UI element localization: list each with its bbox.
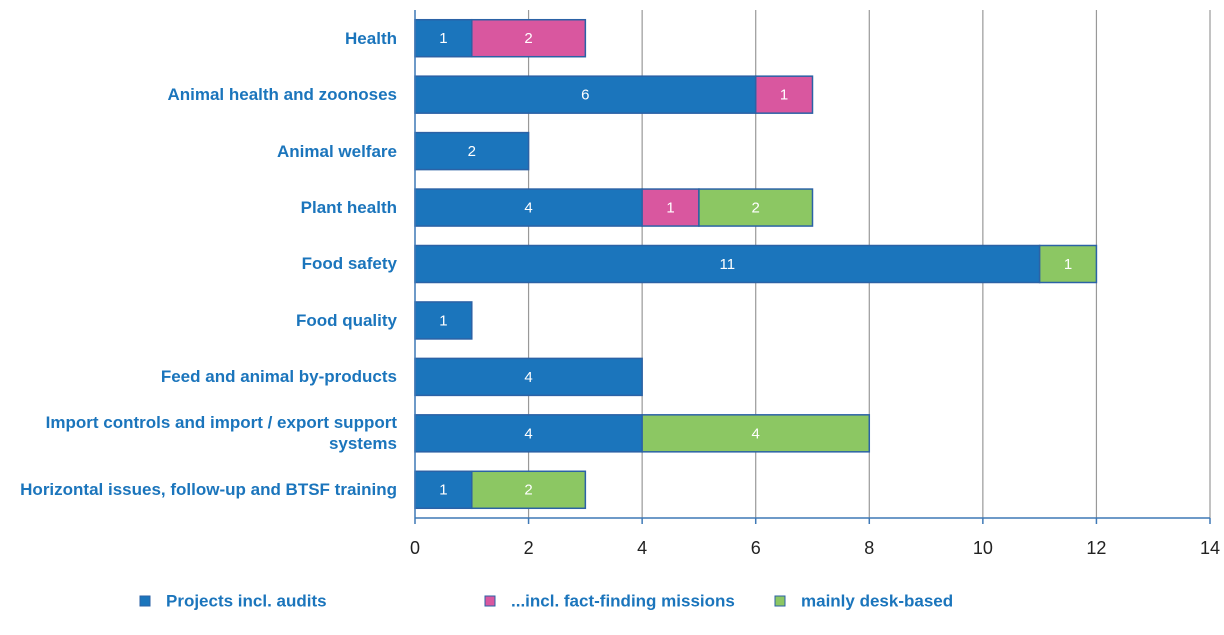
value-label: 1 [1064, 256, 1072, 273]
category-text: Plant health [300, 198, 397, 218]
value-label: 1 [439, 312, 447, 329]
x-tick-label: 2 [524, 538, 534, 558]
category-label: Plant health [0, 179, 397, 235]
bar-segment [414, 357, 643, 397]
value-label: 2 [752, 200, 760, 217]
x-tick-label: 14 [1200, 538, 1220, 558]
x-tick-label: 10 [973, 538, 993, 558]
category-label: Food safety [0, 236, 397, 292]
bar-segment [414, 131, 530, 171]
value-label: 4 [524, 200, 532, 217]
category-text: Feed and animal by-products [160, 367, 397, 387]
bar-segment [754, 75, 814, 114]
category-label: Food quality [0, 292, 397, 348]
category-label: Animal health and zoonoses [0, 66, 397, 122]
x-tick-label: 12 [1086, 538, 1106, 558]
category-text: Food quality [295, 310, 397, 330]
category-label: Import controls and import / export supp… [0, 405, 397, 461]
legend-label: Projects incl. audits [166, 591, 327, 610]
x-tick-label: 0 [410, 538, 420, 558]
category-text: Food safety [301, 254, 397, 274]
legend-marker [484, 595, 496, 607]
value-label: 2 [524, 482, 532, 499]
legend-marker [774, 595, 786, 607]
x-tick-label: 6 [751, 538, 761, 558]
value-label: 4 [752, 425, 760, 442]
category-label: Health [0, 10, 397, 66]
x-tick-label: 8 [864, 538, 874, 558]
bar-segment [471, 18, 587, 58]
legend-label: mainly desk-based [801, 591, 953, 610]
category-text: Animal health and zoonoses [167, 85, 397, 105]
category-label: Horizontal issues, follow-up and BTSF tr… [0, 462, 397, 518]
value-label: 4 [524, 425, 532, 442]
category-text: Horizontal issues, follow-up and BTSF tr… [20, 480, 397, 500]
value-label: 1 [439, 30, 447, 47]
value-label: 11 [720, 256, 736, 273]
legend-marker [139, 595, 151, 607]
bar-segment [414, 414, 643, 453]
category-text: Animal welfare [277, 141, 397, 161]
value-label: 2 [524, 30, 532, 47]
bar-segment [414, 75, 757, 114]
bar-segment [471, 470, 587, 510]
category-label: Feed and animal by-products [0, 349, 397, 405]
value-label: 1 [439, 482, 447, 499]
category-text: Health [345, 28, 397, 48]
value-label: 1 [780, 87, 788, 104]
value-label: 1 [666, 200, 674, 217]
bar-segment [641, 414, 871, 453]
bar-segment [1038, 244, 1098, 284]
value-label: 2 [468, 143, 476, 160]
bar-segment [641, 188, 700, 227]
legend-label: ...incl. fact-finding missions [511, 591, 735, 610]
bar-segment [414, 244, 1041, 284]
bar-segment [414, 301, 473, 340]
bar-segment [698, 188, 814, 227]
category-label: Animal welfare [0, 123, 397, 179]
value-label: 4 [524, 369, 532, 386]
value-label: 6 [581, 87, 589, 104]
bar-segment [414, 188, 643, 227]
category-text: Import controls and import / export supp… [45, 413, 397, 454]
x-tick-label: 4 [637, 538, 647, 558]
